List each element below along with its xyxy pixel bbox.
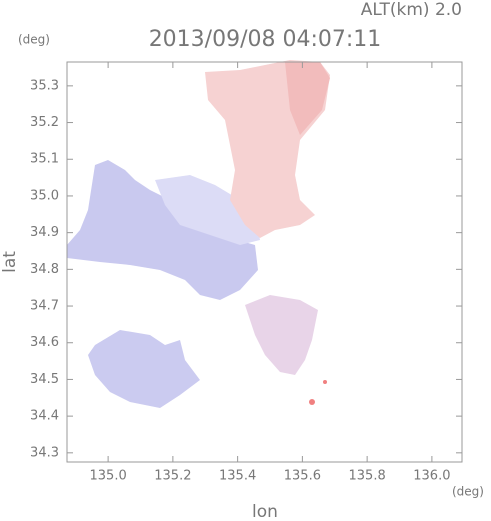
x-tick-label: 135.8	[349, 469, 386, 484]
x-tick-label: 136.0	[413, 469, 450, 484]
x-axis-label: lon	[252, 502, 278, 521]
echo-mixed-south	[245, 295, 318, 375]
y-axis-label: lat	[0, 251, 20, 273]
echo-pink-core	[285, 62, 330, 135]
x-tick-label: 135.6	[284, 469, 321, 484]
y-tick-label: 35.2	[30, 115, 59, 130]
echo-blue-south	[88, 330, 200, 408]
y-tick-label: 34.7	[30, 299, 59, 314]
echo-blue-west	[67, 160, 258, 300]
echo-spot	[323, 380, 327, 384]
y-tick-label: 35.0	[30, 188, 59, 203]
chart-title: 2013/09/08 04:07:11	[149, 27, 382, 52]
velocity-field	[67, 60, 330, 408]
y-tick-label: 34.5	[30, 372, 59, 387]
y-tick-label: 34.3	[30, 445, 59, 460]
echo-blue-light	[155, 175, 260, 245]
x-tick-label: 135.4	[219, 469, 256, 484]
y-tick-label: 35.1	[30, 152, 59, 167]
x-tick-label: 135.2	[154, 469, 191, 484]
x-unit: (deg)	[452, 485, 484, 499]
y-tick-label: 34.9	[30, 225, 59, 240]
y-tick-label: 34.6	[30, 335, 59, 350]
y-tick-label: 34.4	[30, 409, 59, 424]
y-unit: (deg)	[18, 33, 50, 47]
x-tick-label: 135.0	[90, 469, 127, 484]
y-tick-label: 35.3	[30, 78, 59, 93]
echo-spot	[309, 399, 315, 405]
altitude-label: ALT(km) 2.0	[361, 0, 462, 20]
y-tick-label: 34.8	[30, 262, 59, 277]
plot-frame	[66, 61, 463, 463]
